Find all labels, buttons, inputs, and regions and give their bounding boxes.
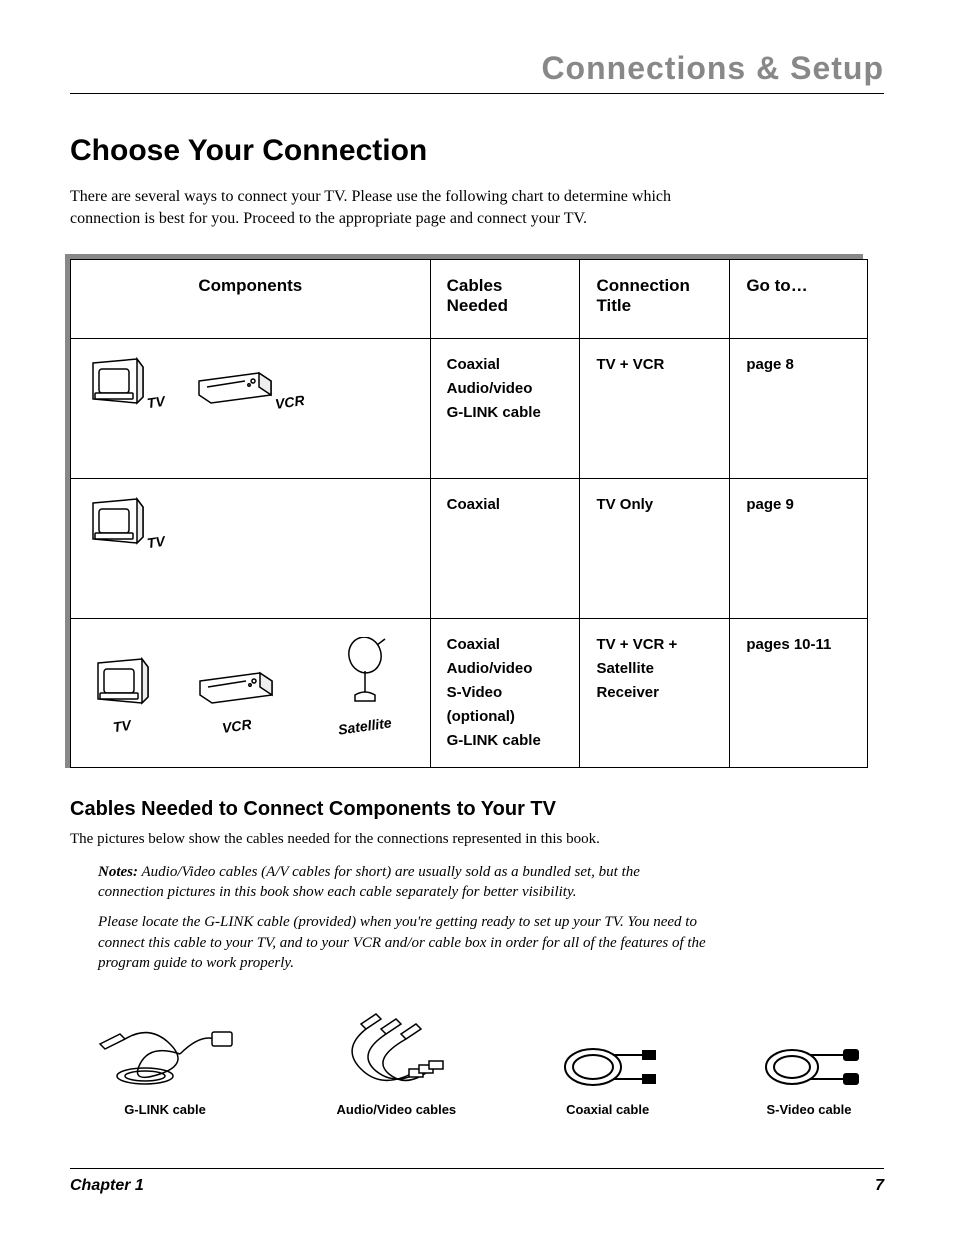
note-1: Audio/Video cables (A/V cables for short…	[98, 864, 640, 900]
th-connection: Connection Title	[580, 259, 730, 338]
cable-svideo: S-Video cable	[754, 1039, 864, 1117]
footer-chapter: Chapter 1	[70, 1177, 144, 1195]
connection-table: Components Cables Needed Connection Titl…	[70, 259, 868, 768]
footer-page: 7	[875, 1177, 884, 1195]
component-vcr: VCR	[187, 667, 286, 738]
th-components: Components	[71, 259, 431, 338]
component-vcr: VCR	[195, 367, 305, 413]
page-footer: Chapter 1 7	[70, 1168, 884, 1195]
table-row: TV VCR CoaxialAudio/videoG-LINK cableTV + …	[71, 338, 868, 478]
cable-coax: Coaxial cable	[553, 1039, 663, 1117]
cell-goto: page 9	[730, 478, 868, 618]
cell-connection: TV + VCR	[580, 338, 730, 478]
cell-connection: TV + VCR + Satellite Receiver	[580, 618, 730, 767]
connection-table-wrap: Components Cables Needed Connection Titl…	[70, 259, 884, 768]
page-header-title: Connections & Setup	[70, 50, 884, 94]
cable-av: Audio/Video cables	[331, 1009, 461, 1117]
component-tv: TV	[87, 657, 157, 738]
section-intro: There are several ways to connect your T…	[70, 186, 710, 231]
cell-components: TV	[71, 478, 431, 618]
table-row: TV CoaxialTV Onlypage 9	[71, 478, 868, 618]
cell-components: TV VCR Satellite	[71, 618, 431, 767]
cell-goto: page 8	[730, 338, 868, 478]
cell-connection: TV Only	[580, 478, 730, 618]
cell-components: TV VCR	[71, 338, 431, 478]
cables-section-intro: The pictures below show the cables neede…	[70, 831, 884, 848]
component-satellite: Satellite	[316, 637, 414, 738]
cables-section-title: Cables Needed to Connect Components to Y…	[70, 798, 884, 821]
cables-row: G-LINK cable Audio/Video cables Coaxial ca…	[70, 1009, 884, 1117]
cell-cables: Coaxial	[430, 478, 580, 618]
table-header-row: Components Cables Needed Connection Titl…	[71, 259, 868, 338]
notes-block: Notes: Audio/Video cables (A/V cables fo…	[98, 862, 708, 973]
component-tv: TV	[87, 497, 165, 553]
th-goto: Go to…	[730, 259, 868, 338]
cable-glink: G-LINK cable	[90, 1014, 240, 1117]
cell-goto: pages 10-11	[730, 618, 868, 767]
table-row: TV VCR SatelliteCoaxialAudio/videoS-Video …	[71, 618, 868, 767]
note-2: Please locate the G-LINK cable (provided…	[98, 912, 708, 973]
cell-cables: CoaxialAudio/videoS-Video (optional)G-LI…	[430, 618, 580, 767]
cell-cables: CoaxialAudio/videoG-LINK cable	[430, 338, 580, 478]
th-cables: Cables Needed	[430, 259, 580, 338]
section-title: Choose Your Connection	[70, 134, 884, 168]
notes-label: Notes:	[98, 864, 138, 880]
component-tv: TV	[87, 357, 165, 413]
